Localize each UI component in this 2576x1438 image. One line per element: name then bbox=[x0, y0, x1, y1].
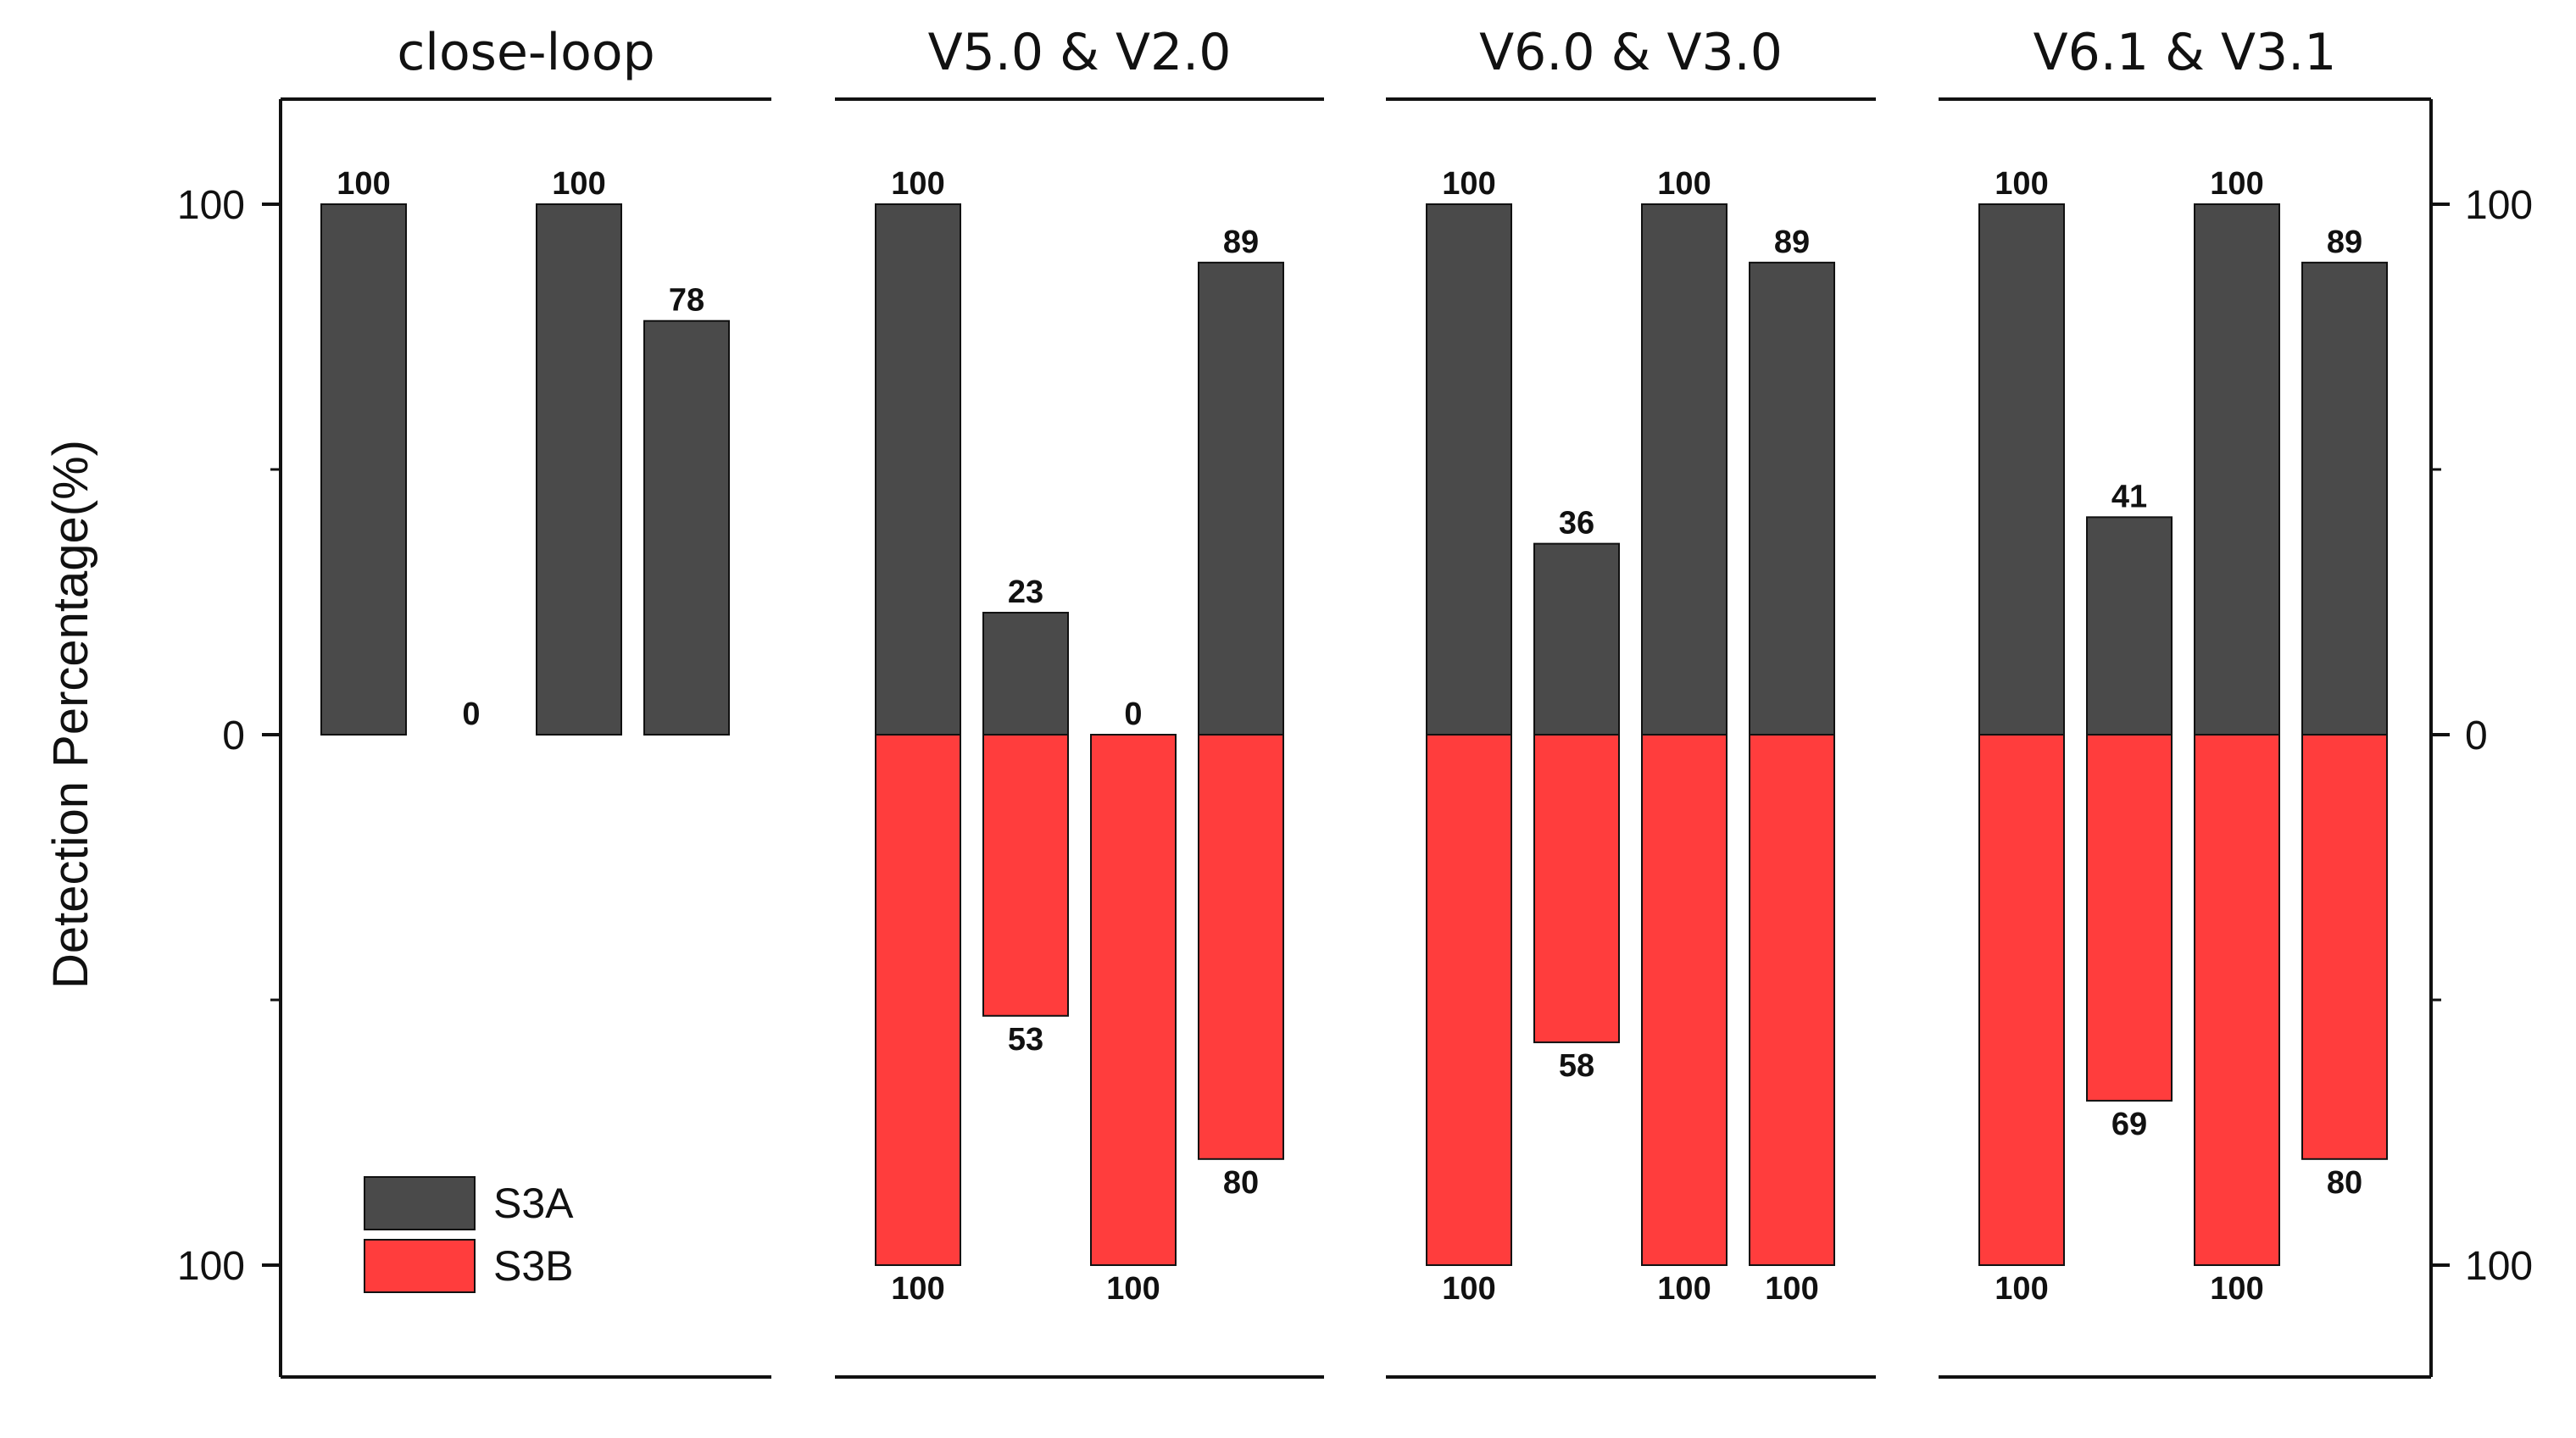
s3a-data-label: 0 bbox=[1124, 697, 1142, 732]
s3b-bar bbox=[1978, 734, 2065, 1266]
s3a-data-label: 100 bbox=[1442, 166, 1495, 202]
left-tick-label: 100 bbox=[177, 1244, 245, 1289]
s3a-bar bbox=[320, 203, 407, 736]
s3b-data-label: 100 bbox=[1106, 1271, 1160, 1307]
s3b-bar bbox=[1426, 734, 1512, 1266]
s3a-data-label: 100 bbox=[1995, 166, 2048, 202]
s3b-bar bbox=[2301, 734, 2388, 1160]
s3a-data-label: 100 bbox=[552, 166, 605, 202]
s3b-bar bbox=[982, 734, 1069, 1017]
s3a-data-label: 100 bbox=[2210, 166, 2263, 202]
s3b-bar bbox=[1533, 734, 1620, 1044]
s3b-data-label: 58 bbox=[1559, 1048, 1594, 1084]
s3a-data-label: 100 bbox=[1657, 166, 1711, 202]
s3b-data-label: 100 bbox=[1765, 1271, 1818, 1307]
s3b-bar bbox=[2194, 734, 2280, 1266]
right-tick-label: 100 bbox=[2465, 1244, 2533, 1289]
s3a-bar bbox=[875, 203, 961, 736]
s3a-data-label: 78 bbox=[669, 283, 704, 319]
left-tick-label: 100 bbox=[177, 183, 245, 228]
panel-title: V6.1 & V3.1 bbox=[2034, 23, 2337, 82]
s3b-bar bbox=[1090, 734, 1177, 1266]
s3b-bar bbox=[1198, 734, 1284, 1160]
s3a-bar bbox=[982, 612, 1069, 736]
s3a-data-label: 89 bbox=[2327, 225, 2362, 260]
panel-title: close-loop bbox=[397, 23, 654, 82]
s3b-data-label: 100 bbox=[891, 1271, 944, 1307]
s3a-bar bbox=[1978, 203, 2065, 736]
s3b-data-label: 80 bbox=[2327, 1165, 2362, 1201]
s3b-bar bbox=[1749, 734, 1835, 1266]
s3b-bar bbox=[1641, 734, 1728, 1266]
s3a-data-label: 100 bbox=[891, 166, 944, 202]
s3b-data-label: 69 bbox=[2111, 1107, 2147, 1142]
legend-swatch-s3a bbox=[364, 1176, 476, 1230]
s3a-data-label: 89 bbox=[1774, 225, 1810, 260]
s3b-data-label: 100 bbox=[1442, 1271, 1495, 1307]
s3a-data-label: 89 bbox=[1223, 225, 1259, 260]
s3a-bar bbox=[2301, 261, 2388, 736]
s3b-data-label: 100 bbox=[2210, 1271, 2263, 1307]
left-tick-label: 0 bbox=[222, 713, 245, 758]
panel-title: V6.0 & V3.0 bbox=[1479, 23, 1783, 82]
right-tick-label: 0 bbox=[2465, 713, 2488, 758]
panel-title: V5.0 & V2.0 bbox=[928, 23, 1232, 82]
s3a-data-label: 36 bbox=[1559, 506, 1594, 541]
y-axis-label: Detection Percentage(%) bbox=[43, 440, 98, 989]
s3b-data-label: 100 bbox=[1657, 1271, 1711, 1307]
s3a-bar bbox=[1198, 261, 1284, 736]
s3a-data-label: 100 bbox=[337, 166, 390, 202]
legend-label-s3a: S3A bbox=[493, 1180, 574, 1227]
s3a-bar bbox=[1749, 261, 1835, 736]
right-tick-label: 100 bbox=[2465, 183, 2533, 228]
s3b-bar bbox=[875, 734, 961, 1266]
s3a-bar bbox=[1426, 203, 1512, 736]
s3a-data-label: 41 bbox=[2111, 479, 2147, 514]
legend-swatch-s3b bbox=[364, 1239, 476, 1293]
s3b-bar bbox=[2086, 734, 2173, 1102]
legend-label-s3b: S3B bbox=[493, 1242, 574, 1290]
s3b-data-label: 80 bbox=[1223, 1165, 1259, 1201]
s3a-bar bbox=[2194, 203, 2280, 736]
s3a-bar bbox=[1533, 542, 1620, 736]
s3a-data-label: 23 bbox=[1008, 575, 1043, 610]
s3b-data-label: 100 bbox=[1995, 1271, 2048, 1307]
s3a-bar bbox=[536, 203, 622, 736]
s3b-data-label: 53 bbox=[1008, 1022, 1043, 1058]
s3a-bar bbox=[2086, 516, 2173, 736]
s3a-bar bbox=[643, 319, 730, 736]
s3a-bar bbox=[1641, 203, 1728, 736]
s3a-data-label: 0 bbox=[462, 697, 480, 732]
